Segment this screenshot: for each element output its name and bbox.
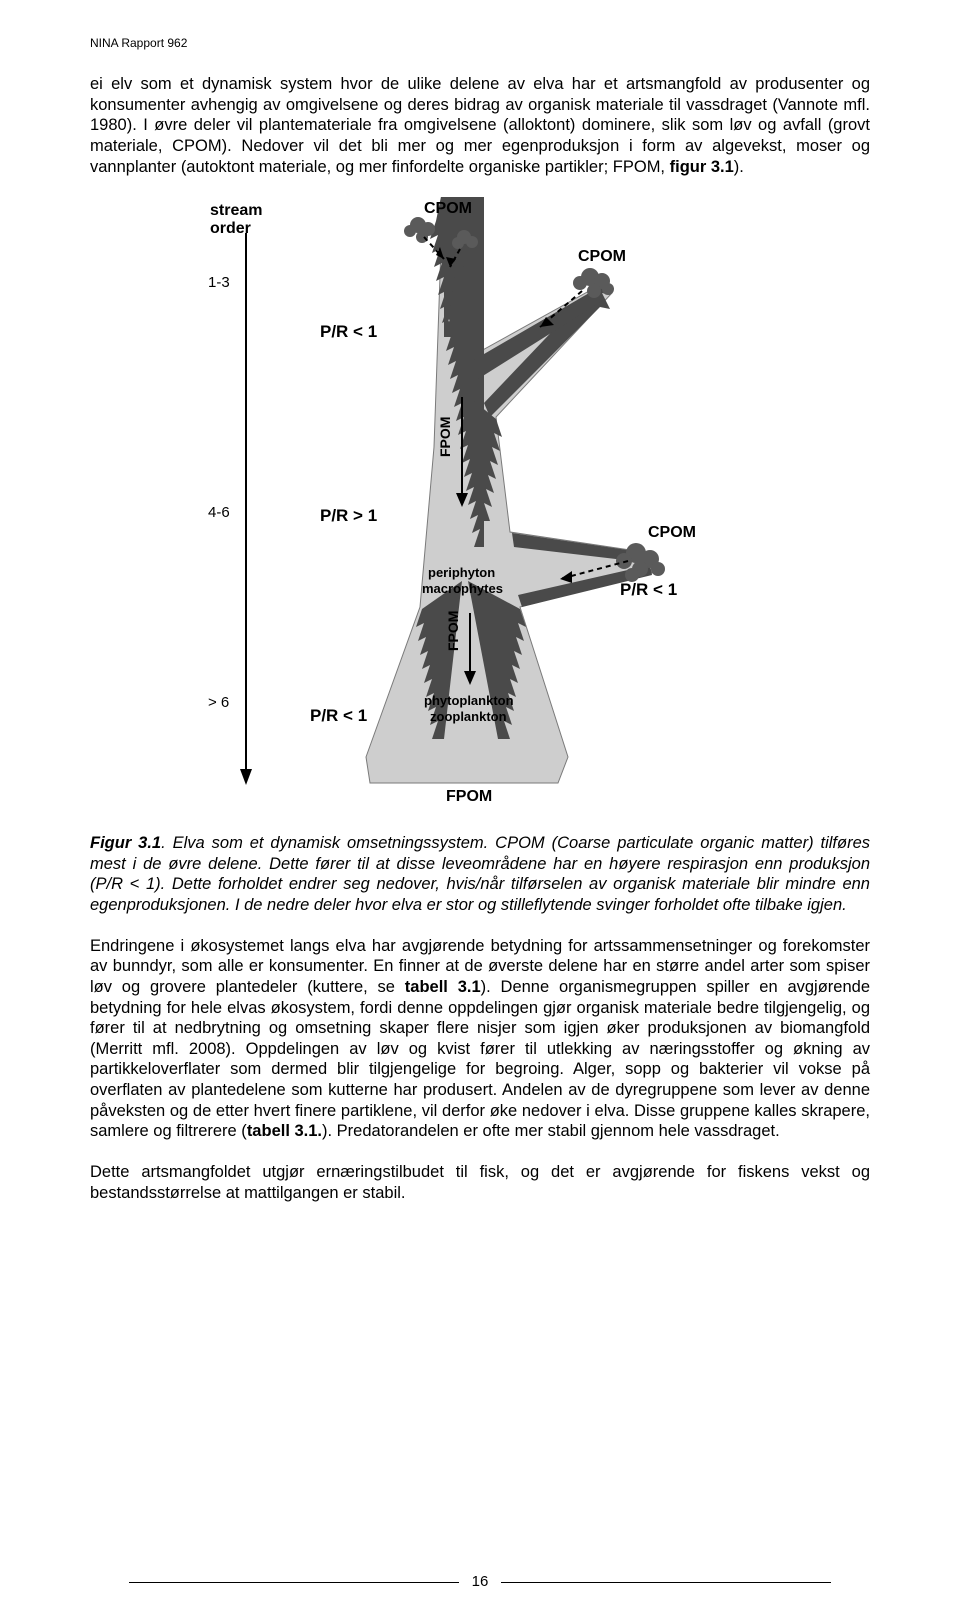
page-number: 16	[0, 1573, 960, 1590]
label-cpom-upper-trib: CPOM	[578, 248, 626, 265]
intro-after: ).	[734, 158, 744, 176]
river-continuum-diagram: stream order 1-3 4-6 > 6	[200, 197, 760, 807]
label-periphyton-1: periphyton	[428, 565, 495, 580]
label-pr-trib: P/R < 1	[620, 580, 677, 599]
caption-text: . Elva som et dynamisk omsetningssystem.…	[90, 834, 870, 914]
figure-3-1: stream order 1-3 4-6 > 6	[200, 197, 760, 807]
intro-bold: figur 3.1	[670, 158, 734, 176]
label-fpom-lower: FPOM	[445, 611, 461, 651]
running-header: NINA Rapport 962	[90, 36, 870, 50]
intro-paragraph: ei elv som et dynamisk system hvor de ul…	[90, 74, 870, 177]
label-pr-mid: P/R > 1	[320, 506, 377, 525]
caption-lead: Figur 3.1	[90, 834, 161, 852]
figure-caption: Figur 3.1. Elva som et dynamisk omsetnin…	[90, 833, 870, 916]
p2-after: ). Predatorandelen er ofte mer stabil gj…	[322, 1122, 780, 1140]
paragraph-2: Endringene i økosystemet langs elva har …	[90, 936, 870, 1142]
axis-title-1: stream	[210, 202, 262, 219]
paragraph-3: Dette artsmangfoldet utgjør ernæringstil…	[90, 1162, 870, 1203]
page: NINA Rapport 962 ei elv som et dynamisk …	[0, 0, 960, 1604]
p2-bold-2: tabell 3.1.	[247, 1122, 322, 1140]
label-pr-upper: P/R < 1	[320, 322, 377, 341]
p2-bold-1: tabell 3.1	[405, 978, 481, 996]
order-1-3: 1-3	[208, 274, 230, 291]
label-cpom-top: CPOM	[424, 200, 472, 217]
p2-mid: ). Denne organismegruppen spiller en avg…	[90, 978, 870, 1140]
label-phyto-1: phytoplankton	[424, 693, 514, 708]
axis-arrowhead	[240, 769, 252, 785]
label-cpom-lower-trib: CPOM	[648, 524, 696, 541]
label-phyto-2: zooplankton	[430, 709, 507, 724]
order-4-6: 4-6	[208, 504, 230, 521]
page-number-value: 16	[472, 1573, 489, 1590]
label-pr-lower: P/R < 1	[310, 706, 367, 725]
label-periphyton-2: macrophytes	[422, 581, 503, 596]
label-fpom-upper: FPOM	[437, 417, 453, 457]
intro-text: ei elv som et dynamisk system hvor de ul…	[90, 75, 870, 176]
axis-title-2: order	[210, 220, 251, 237]
order-gt6: > 6	[208, 694, 229, 711]
label-fpom-bottom: FPOM	[446, 788, 492, 805]
